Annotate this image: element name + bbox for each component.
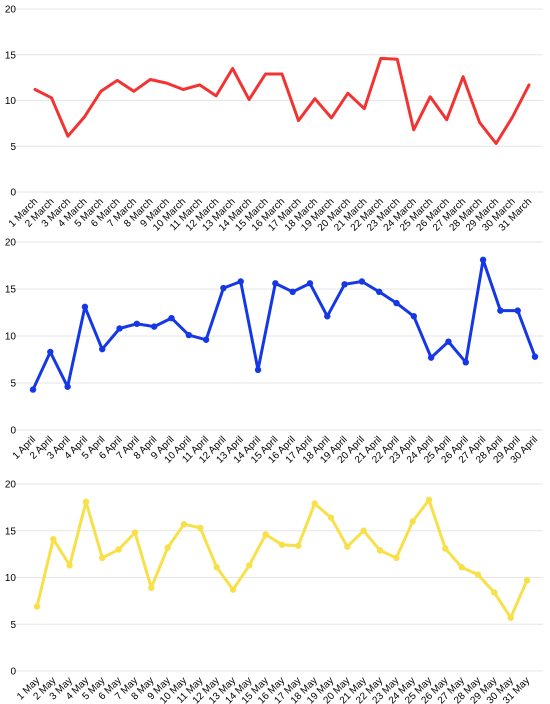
data-point (262, 531, 269, 538)
data-point (341, 281, 348, 288)
y-tick-label: 15 (5, 285, 17, 296)
data-point (202, 336, 210, 343)
data-point (164, 544, 171, 551)
series-line (33, 56, 531, 145)
data-point (360, 527, 367, 534)
data-point (66, 562, 73, 569)
y-tick-label: 5 (10, 379, 16, 390)
y-tick-label: 10 (5, 332, 17, 343)
data-point (458, 564, 465, 571)
data-point (131, 529, 139, 536)
data-point (148, 584, 155, 591)
data-point (213, 564, 220, 571)
y-tick-label: 15 (5, 50, 17, 61)
data-point (306, 280, 314, 287)
data-point (254, 366, 262, 374)
data-point (427, 354, 435, 361)
data-point (523, 577, 531, 584)
y-tick-label: 5 (10, 620, 16, 631)
y-tick-label: 20 (5, 5, 17, 16)
data-point (409, 518, 416, 525)
data-point (311, 500, 318, 507)
y-tick-label: 20 (5, 238, 17, 249)
data-point (410, 313, 418, 320)
data-point (99, 554, 106, 562)
data-point (185, 331, 192, 339)
y-tick-label: 10 (5, 573, 17, 584)
y-tick-label: 0 (10, 426, 16, 437)
y-tick-label: 10 (5, 96, 17, 107)
data-point (237, 278, 244, 285)
data-point (47, 348, 54, 356)
y-tick-label: 20 (5, 480, 17, 491)
data-point (81, 303, 89, 311)
data-point (344, 543, 351, 550)
data-point (82, 498, 90, 505)
data-point (246, 562, 253, 569)
data-point (376, 288, 383, 296)
data-point (197, 524, 204, 532)
data-point (272, 280, 279, 287)
data-point (229, 586, 237, 593)
data-point (531, 353, 539, 360)
data-point (393, 299, 400, 307)
data-point (376, 547, 384, 554)
data-point (115, 546, 122, 553)
data-point (462, 359, 469, 366)
data-point (507, 614, 514, 621)
data-point (324, 313, 331, 320)
data-point (497, 307, 504, 314)
y-tick-label: 5 (10, 142, 16, 153)
data-point (64, 383, 71, 390)
series-line (31, 258, 537, 392)
data-point (133, 320, 141, 327)
data-point (29, 386, 37, 393)
y-tick-label: 0 (10, 188, 16, 199)
data-point (491, 589, 498, 596)
y-tick-label: 15 (5, 526, 17, 537)
data-point (33, 603, 41, 610)
data-point (442, 545, 449, 552)
series-line (35, 498, 529, 620)
data-point (168, 314, 175, 322)
data-point (327, 514, 335, 521)
data-point (220, 284, 227, 292)
data-point (514, 307, 521, 314)
data-point (278, 541, 286, 548)
data-point (99, 345, 106, 353)
data-point (289, 288, 296, 296)
data-point (358, 278, 366, 285)
data-point (445, 338, 452, 345)
data-point (425, 496, 433, 504)
data-point (116, 325, 123, 332)
y-tick-label: 0 (10, 667, 16, 678)
data-point (295, 542, 302, 549)
data-point (180, 521, 188, 528)
data-point (393, 554, 400, 562)
data-point (150, 323, 158, 330)
data-point (474, 571, 482, 578)
data-point (50, 535, 57, 543)
data-point (479, 256, 487, 264)
